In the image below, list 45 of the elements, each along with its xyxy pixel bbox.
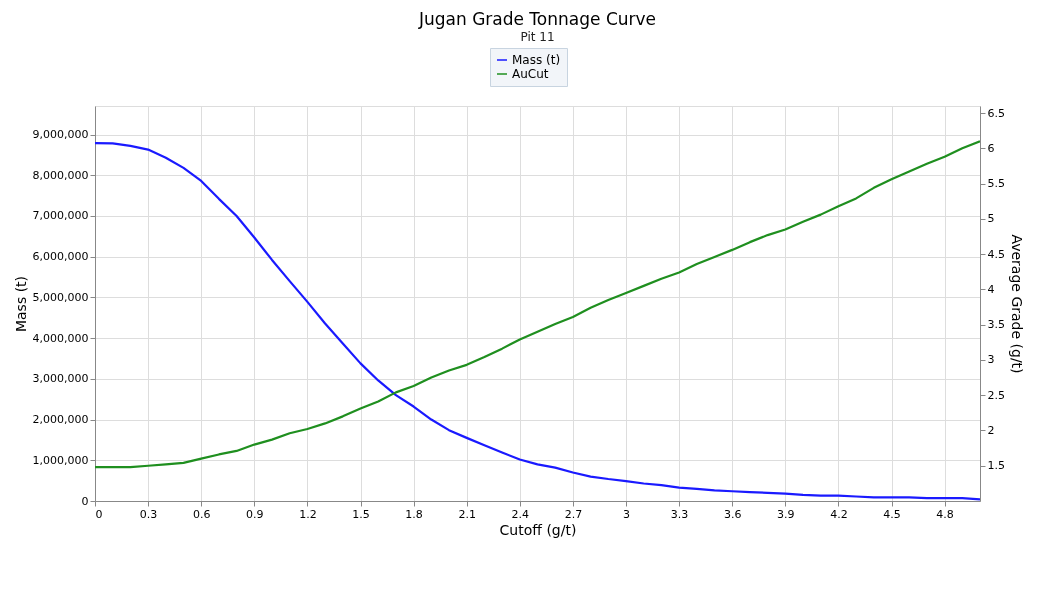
- x-tick-label: 2.7: [564, 507, 583, 521]
- y-tick-label: 2,000,000: [32, 413, 89, 427]
- x-tick-label: 1.2: [299, 507, 317, 521]
- y-tick-label: 1,000,000: [32, 453, 89, 467]
- y-tick-label: 8,000,000: [32, 168, 89, 182]
- chart-title: Jugan Grade Tonnage Curve: [417, 8, 657, 29]
- x-tick-label: 4.2: [830, 507, 848, 521]
- x-tick-label: 0.3: [139, 507, 158, 521]
- x-tick-label: 1.5: [352, 507, 370, 521]
- y-tick-label: 4,000,000: [32, 331, 89, 345]
- x-tick-label: 2.4: [511, 507, 530, 521]
- x-tick-label: 3.3: [670, 507, 689, 521]
- x-tick-label: 1.8: [405, 507, 423, 521]
- x-axis-title: Cutoff (g/t): [499, 521, 577, 538]
- y-tick-label: 0: [81, 494, 89, 508]
- legend-label: AuCut: [512, 67, 549, 81]
- legend-label: Mass (t): [512, 53, 561, 67]
- y2-axis-title: Average Grade (g/t): [1008, 234, 1025, 374]
- x-tick-label: 2.1: [458, 507, 476, 521]
- y2-tick-label: 4.5: [987, 247, 1005, 261]
- x-tick-label: 4.8: [936, 507, 954, 521]
- y-axis-title: Mass (t): [12, 275, 29, 333]
- y2-tick-label: 2.5: [987, 388, 1005, 402]
- y2-tick-label: 2: [987, 423, 995, 437]
- y2-tick-label: 6: [987, 141, 995, 155]
- x-tick-label: 3: [623, 507, 630, 521]
- y-tick-label: 3,000,000: [32, 372, 89, 386]
- x-tick-label: 3.9: [777, 507, 795, 521]
- x-tick-label: 0.6: [192, 507, 211, 521]
- y2-tick-label: 5: [987, 212, 995, 226]
- x-tick-label: 0.9: [246, 507, 264, 521]
- x-tick-label: 3.6: [723, 507, 742, 521]
- y2-tick-label: 5.5: [987, 177, 1005, 191]
- y-tick-label: 6,000,000: [32, 250, 89, 264]
- y2-tick-label: 4: [987, 282, 995, 296]
- y2-tick-label: 3.5: [987, 318, 1005, 332]
- x-tick-label: 0: [95, 507, 103, 521]
- chart-subtitle: Pit 11: [520, 29, 555, 44]
- y2-tick-label: 6.5: [987, 106, 1005, 120]
- y-tick-label: 7,000,000: [32, 209, 89, 223]
- y-tick-label: 5,000,000: [32, 290, 89, 304]
- y-tick-label: 9,000,000: [32, 128, 89, 142]
- y2-tick-label: 1.5: [987, 459, 1005, 473]
- x-tick-label: 4.5: [883, 507, 901, 521]
- y2-tick-label: 3: [987, 353, 995, 367]
